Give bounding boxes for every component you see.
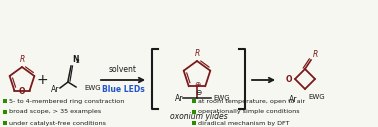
Text: +: + — [36, 73, 48, 87]
Text: solvent: solvent — [109, 65, 137, 74]
Text: oxonium ylides: oxonium ylides — [170, 112, 228, 121]
Text: diradical mechanism by DFT: diradical mechanism by DFT — [198, 121, 290, 125]
Text: at room temperature, open to air: at room temperature, open to air — [198, 99, 305, 104]
Text: R: R — [194, 49, 200, 58]
Bar — [192, 110, 196, 114]
Text: under catalyst-free conditions: under catalyst-free conditions — [9, 121, 106, 125]
Bar — [3, 110, 7, 114]
Text: N: N — [72, 55, 79, 64]
Text: R: R — [19, 55, 25, 64]
Text: O: O — [19, 87, 25, 96]
Text: Blue LEDs: Blue LEDs — [102, 85, 144, 94]
Bar — [192, 99, 196, 103]
Text: EWG: EWG — [84, 85, 101, 91]
Text: broad scope, > 35 examples: broad scope, > 35 examples — [9, 109, 101, 115]
Text: ⊖: ⊖ — [195, 88, 201, 97]
Text: EWG: EWG — [213, 95, 229, 101]
Text: ⊕: ⊕ — [194, 80, 200, 89]
Text: Ar: Ar — [51, 85, 59, 94]
Bar — [3, 99, 7, 103]
Text: Ar: Ar — [175, 94, 183, 103]
Text: operationally simple conditions: operationally simple conditions — [198, 109, 300, 115]
Text: Ar: Ar — [288, 95, 297, 104]
Text: 5- to 4-membered ring constraction: 5- to 4-membered ring constraction — [9, 99, 124, 104]
Bar — [192, 121, 196, 125]
Text: O: O — [285, 75, 292, 83]
Text: 2: 2 — [76, 59, 80, 64]
Text: R: R — [313, 50, 318, 59]
Text: EWG: EWG — [308, 94, 325, 100]
Bar — [3, 121, 7, 125]
